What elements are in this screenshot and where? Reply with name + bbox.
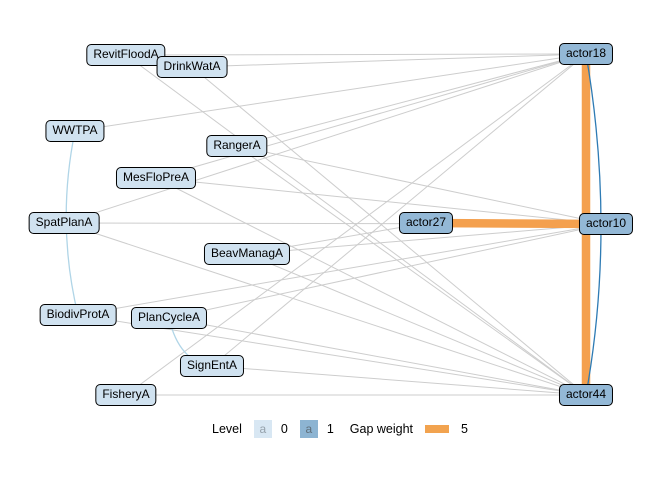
edge-SignEntA-actor44 bbox=[211, 365, 587, 396]
legend: Level a 0 a 1 Gap weight 5 bbox=[212, 419, 468, 439]
node-WWTPA: WWTPA bbox=[45, 120, 105, 142]
legend-gap-value: 5 bbox=[461, 422, 468, 436]
node-BeavManagA: BeavManagA bbox=[203, 243, 291, 265]
legend-level1-letter: a bbox=[305, 422, 313, 436]
node-actor27: actor27 bbox=[398, 212, 454, 234]
edge-SpatPlanA-actor18 bbox=[63, 53, 587, 224]
edge-RevitFloodA-actor18 bbox=[125, 53, 587, 56]
edge-BeavManagA-actor10 bbox=[246, 223, 607, 255]
legend-level0-swatch: a bbox=[253, 420, 272, 438]
edge-RangerA-actor18 bbox=[236, 53, 587, 147]
legend-level1-swatch: a bbox=[299, 420, 318, 438]
edge-FisheryA-actor18 bbox=[125, 53, 587, 396]
edge-WWTPA-actor18 bbox=[74, 53, 587, 132]
edge-DrinkWatA-actor18 bbox=[191, 53, 587, 68]
node-FisheryA: FisheryA bbox=[95, 384, 157, 406]
legend-gap-swatch bbox=[425, 425, 450, 433]
legend-level1-value: 1 bbox=[326, 422, 334, 436]
edge-RangerA-actor10 bbox=[236, 145, 607, 225]
legend-level0-letter: a bbox=[259, 422, 267, 436]
node-actor10: actor10 bbox=[578, 213, 634, 235]
node-RevitFloodA: RevitFloodA bbox=[86, 44, 166, 66]
node-actor18: actor18 bbox=[558, 43, 614, 65]
edge-MesFloPreA-actor18 bbox=[155, 53, 587, 179]
node-SpatPlanA: SpatPlanA bbox=[28, 212, 100, 234]
node-DrinkWatA: DrinkWatA bbox=[156, 56, 228, 78]
legend-level-label: Level bbox=[212, 422, 242, 436]
edge-SignEntA-actor18 bbox=[211, 53, 587, 367]
edge-BiodivProtA-actor10 bbox=[77, 223, 607, 316]
node-SignEntA: SignEntA bbox=[179, 355, 245, 377]
node-MesFloPreA: MesFloPreA bbox=[115, 167, 197, 189]
edge-RangerA-actor44 bbox=[236, 145, 587, 396]
edge-PlanCycleA-actor44 bbox=[168, 317, 587, 396]
edge-SpatPlanA-actor44 bbox=[63, 222, 587, 396]
node-BiodivProtA: BiodivProtA bbox=[39, 304, 117, 326]
legend-level0-value: 0 bbox=[280, 422, 288, 436]
edge-PlanCycleA-actor10 bbox=[168, 223, 607, 319]
edge-BeavManagA-actor44 bbox=[246, 253, 587, 396]
edge-actor27-actor10 bbox=[425, 218, 607, 229]
edge-MesFloPreA-actor10 bbox=[155, 177, 607, 225]
edge-MesFloPreA-actor44 bbox=[155, 177, 587, 396]
node-actor44: actor44 bbox=[558, 384, 614, 406]
node-PlanCycleA: PlanCycleA bbox=[130, 307, 208, 329]
edge-DrinkWatA-actor44 bbox=[191, 66, 587, 396]
node-RangerA: RangerA bbox=[206, 135, 268, 157]
legend-gap-label: Gap weight bbox=[349, 422, 414, 436]
